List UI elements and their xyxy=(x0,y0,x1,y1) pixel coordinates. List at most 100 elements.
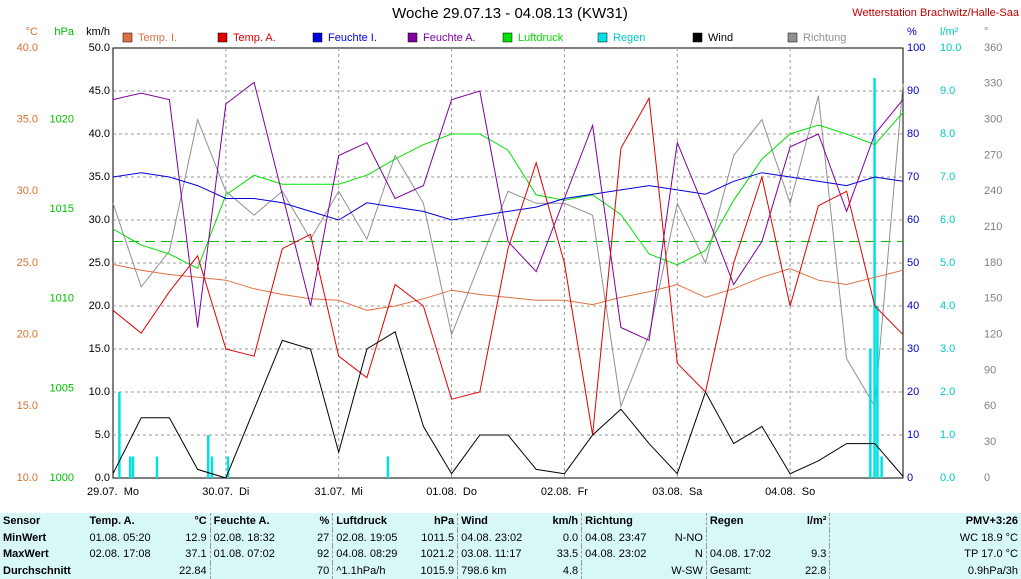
y-tick-label: 30 xyxy=(907,343,919,355)
y-tick-label: 0 xyxy=(907,472,913,484)
y-tick-label: 30 xyxy=(984,436,996,448)
y-tick-label: 40 xyxy=(907,300,919,312)
y-tick-label: 1005 xyxy=(50,382,74,394)
stats-cell: l/m² xyxy=(785,513,831,530)
stats-cell: Temp. A. xyxy=(89,515,135,528)
stats-cell: 92 xyxy=(289,546,334,563)
series-line xyxy=(112,331,904,479)
y-tick-label: 10.0 xyxy=(89,386,110,398)
rain-bar xyxy=(131,456,135,478)
stats-cell: 01.08. 07:02 xyxy=(213,548,275,561)
chart-title: Woche 29.07.13 - 04.08.13 (KW31) xyxy=(392,5,628,22)
stats-cell xyxy=(706,530,785,547)
legend-swatch xyxy=(502,32,513,43)
axis-unit: km/h xyxy=(86,26,110,38)
y-tick-label: 10.0 xyxy=(17,472,38,484)
axis-unit: hPa xyxy=(54,26,74,38)
x-tick-label: 30.07. Di xyxy=(202,486,249,498)
stats-cell: 04.08. 17:02 xyxy=(709,548,771,561)
legend-swatch xyxy=(597,32,608,43)
y-tick-label: 100 xyxy=(907,42,925,54)
stats-cell: W-SW xyxy=(660,562,707,579)
stats-cell: 02.08. 17:08 xyxy=(89,548,151,561)
legend-swatch xyxy=(312,32,323,43)
stats-row: Durchschnitt 22.84 70 ^1.1hPa/h 1015.9 798.6 … xyxy=(0,562,1021,579)
y-tick-label: 120 xyxy=(984,329,1002,341)
series-line xyxy=(112,96,904,436)
stats-cell: Sensor xyxy=(3,515,41,528)
stats-cell: 03.08. 11:17 xyxy=(461,548,522,561)
stats-cell xyxy=(210,563,289,579)
stats-cell: 1021.2 xyxy=(411,546,459,563)
stats-cell: 37.1 xyxy=(165,546,211,563)
series-line xyxy=(112,81,904,342)
legend-label: Feuchte I. xyxy=(328,32,377,44)
stats-cell: 33.5 xyxy=(536,546,583,563)
y-tick-label: 45.0 xyxy=(89,85,110,97)
y-tick-label: 5.0 xyxy=(95,429,110,441)
stats-row: MaxWert 02.08. 17:08 37.1 01.08. 07:02 92 04.… xyxy=(0,546,1021,563)
rain-bar xyxy=(386,456,390,478)
y-tick-label: 210 xyxy=(984,221,1002,233)
x-tick-label: 02.08. Fr xyxy=(541,486,588,498)
x-tick-label: 03.08. Sa xyxy=(652,486,703,498)
axis-unit: l/m² xyxy=(940,26,959,38)
chart: Woche 29.07.13 - 04.08.13 (KW31) Wetters… xyxy=(17,5,1020,498)
legend-label: Wind xyxy=(708,32,733,44)
y-tick-label: 35.0 xyxy=(17,114,38,126)
y-tick-label: 360 xyxy=(984,42,1002,54)
rain-bar xyxy=(226,456,230,478)
series-line xyxy=(112,83,904,409)
stats-cell: 02.08. 19:05 xyxy=(336,531,398,544)
y-tick-label: 4.0 xyxy=(940,300,955,312)
stats-cell: MinWert xyxy=(3,531,47,544)
legend-label: Regen xyxy=(613,32,645,44)
y-tick-label: 0 xyxy=(984,472,990,484)
stats-cell: 22.8 xyxy=(785,562,831,579)
legend-swatch xyxy=(217,32,228,43)
y-tick-label: 40.0 xyxy=(89,128,110,140)
stats-cell: Durchschnitt xyxy=(3,564,71,577)
stats-cell: 0.0 xyxy=(536,529,583,546)
station-name: Wetterstation Brachwitz/Halle-Saa xyxy=(852,7,1020,19)
y-tick-label: 20.0 xyxy=(17,329,38,341)
stats-cell: Wind xyxy=(461,515,488,528)
rain-bar xyxy=(869,349,872,478)
y-tick-label: 180 xyxy=(984,257,1002,269)
stats-cell: 1011.5 xyxy=(411,529,459,546)
stats-cell xyxy=(785,529,831,546)
y-tick-label: 7.0 xyxy=(940,171,955,183)
y-tick-label: 40.0 xyxy=(17,42,38,54)
y-tick-label: 9.0 xyxy=(940,85,955,97)
stats-cell: 1015.9 xyxy=(411,562,459,579)
y-tick-label: 1010 xyxy=(50,293,74,305)
stats-cell: PMV+3:26 xyxy=(965,515,1018,528)
x-tick-label: 01.08. Do xyxy=(426,486,477,498)
x-tick-label: 29.07. Mo xyxy=(87,486,139,498)
rain-bar xyxy=(206,435,210,478)
y-tick-label: 0.0 xyxy=(95,472,110,484)
stats-cell: ^1.1hPa/h xyxy=(336,564,386,577)
y-tick-label: 10.0 xyxy=(940,42,961,54)
stats-cell: 4.8 xyxy=(536,562,583,579)
stats-cell xyxy=(86,563,165,579)
y-tick-label: 60 xyxy=(984,400,996,412)
series-line xyxy=(112,263,904,311)
stats-row: MinWert 01.08. 05:20 12.9 02.08. 18:32 27 02.… xyxy=(0,529,1021,547)
x-tick-label: 04.08. So xyxy=(765,486,815,498)
stats-cell xyxy=(582,563,661,579)
series-line xyxy=(112,172,904,221)
stats-cell: 27 xyxy=(289,529,334,546)
legend-swatch xyxy=(692,32,703,43)
stats-cell: Regen xyxy=(709,515,744,528)
y-tick-label: 80 xyxy=(907,128,919,140)
y-tick-label: 0.0 xyxy=(940,472,955,484)
legend-swatch xyxy=(787,32,798,43)
stats-cell: 04.08. 23:02 xyxy=(461,531,523,544)
y-tick-label: 1.0 xyxy=(940,429,955,441)
stats-cell: Feuchte A. xyxy=(213,515,270,528)
rain-bar xyxy=(128,456,132,478)
stats-cell: 0.9hPa/3h xyxy=(967,564,1018,577)
stats-cell: WC 18.9 °C xyxy=(959,531,1018,544)
